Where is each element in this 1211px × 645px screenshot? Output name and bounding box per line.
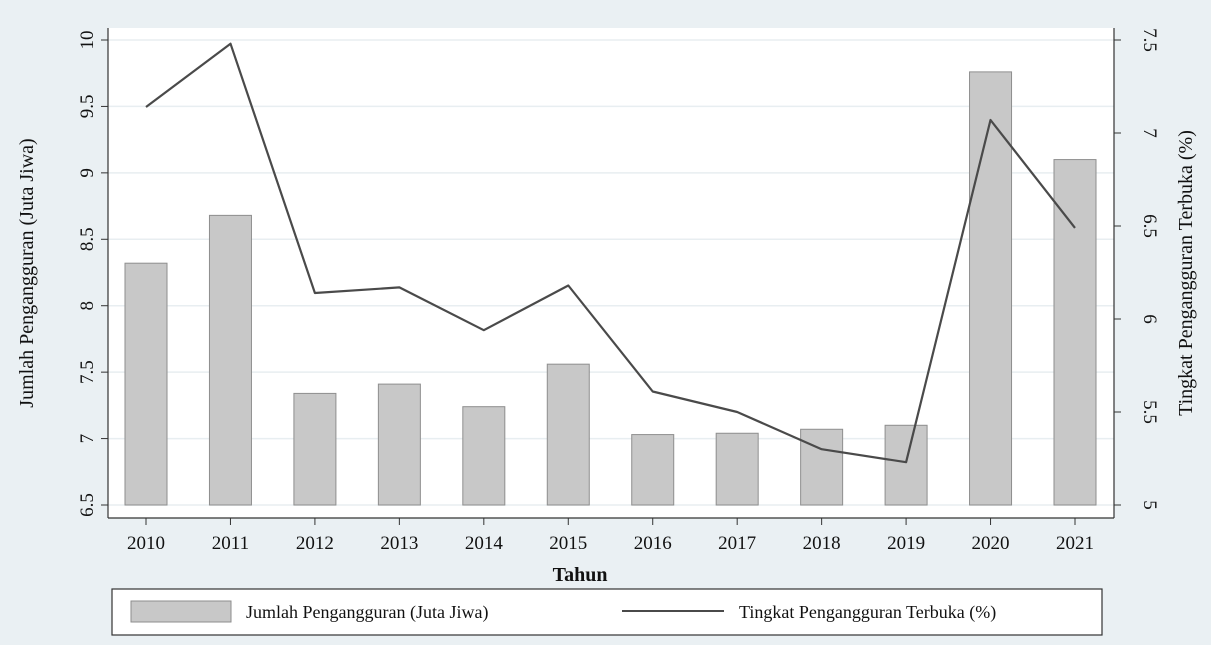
- bar-2017: [715, 432, 759, 506]
- x-tick-label: 2013: [380, 533, 418, 554]
- x-tick-label: 2018: [803, 533, 841, 554]
- y-tick-label: 9.5: [77, 95, 98, 119]
- y2-tick-label: 6: [1139, 314, 1160, 324]
- y-tick-label: 8: [77, 301, 98, 311]
- bar-2018: [800, 428, 844, 506]
- y2-tick-label: 6.5: [1139, 214, 1160, 238]
- x-tick-label: 2014: [465, 533, 504, 554]
- legend: Jumlah Pengangguran (Juta Jiwa) Tingkat …: [111, 588, 1103, 636]
- x-tick-label: 2012: [296, 533, 334, 554]
- x-tick-label: 2010: [127, 533, 165, 554]
- plot-area: [108, 28, 1114, 518]
- y-tick-label: 6.5: [77, 493, 98, 517]
- legend-bar-swatch: [130, 600, 232, 623]
- bar-2016: [631, 434, 675, 506]
- right-axis-ticks: 5 5.5 6 6.5 7 7.5: [1114, 28, 1160, 510]
- x-tick-label: 2017: [718, 533, 756, 554]
- bar-2013: [377, 383, 421, 506]
- y-axis-title: Jumlah Pengangguran (Juta Jiwa): [16, 138, 38, 407]
- left-axis-ticks: 6.5 7 7.5 8 8.5 9 9.5 10: [77, 31, 108, 517]
- gridlines: [108, 39, 1114, 506]
- y2-tick-label: 5: [1139, 500, 1160, 510]
- rate-line: [145, 42, 1076, 464]
- bar-2020: [969, 71, 1013, 506]
- bar-2019: [884, 424, 928, 506]
- y-tick-label: 7.5: [77, 360, 98, 384]
- legend-bar-label: Jumlah Pengangguran (Juta Jiwa): [246, 602, 488, 623]
- x-tick-label: 2016: [634, 533, 672, 554]
- legend-box: [111, 588, 1103, 636]
- y2-tick-label: 7: [1139, 128, 1160, 138]
- x-axis-title: Tahun: [553, 564, 608, 586]
- bar-series: [124, 71, 1097, 506]
- y2-tick-label: 7.5: [1139, 28, 1160, 52]
- y-tick-label: 9: [77, 168, 98, 178]
- y-tick-label: 8.5: [77, 227, 98, 251]
- bar-2010: [124, 262, 168, 506]
- y-tick-label: 10: [77, 31, 98, 50]
- axes: [107, 28, 1115, 519]
- bar-2011: [208, 214, 252, 506]
- y2-tick-label: 5.5: [1139, 400, 1160, 424]
- y2-axis-title: Tingkat Pengangguran Terbuka (%): [1175, 130, 1197, 416]
- legend-line-label: Tingkat Pengangguran Terbuka (%): [739, 602, 996, 623]
- x-tick-label: 2020: [972, 533, 1010, 554]
- y-tick-label: 7: [77, 434, 98, 444]
- x-tick-label: 2011: [212, 533, 249, 554]
- x-tick-label: 2019: [887, 533, 925, 554]
- bar-2014: [462, 406, 506, 506]
- bar-2015: [546, 363, 590, 506]
- bar-2021: [1053, 159, 1097, 506]
- x-axis-ticks: 2010 2011 2012 2013 2014 2015 2016 2017 2018 2019…: [127, 518, 1094, 554]
- bar-2012: [293, 392, 337, 506]
- line-series: [145, 42, 1076, 464]
- x-tick-label: 2021: [1056, 533, 1094, 554]
- x-tick-label: 2015: [549, 533, 587, 554]
